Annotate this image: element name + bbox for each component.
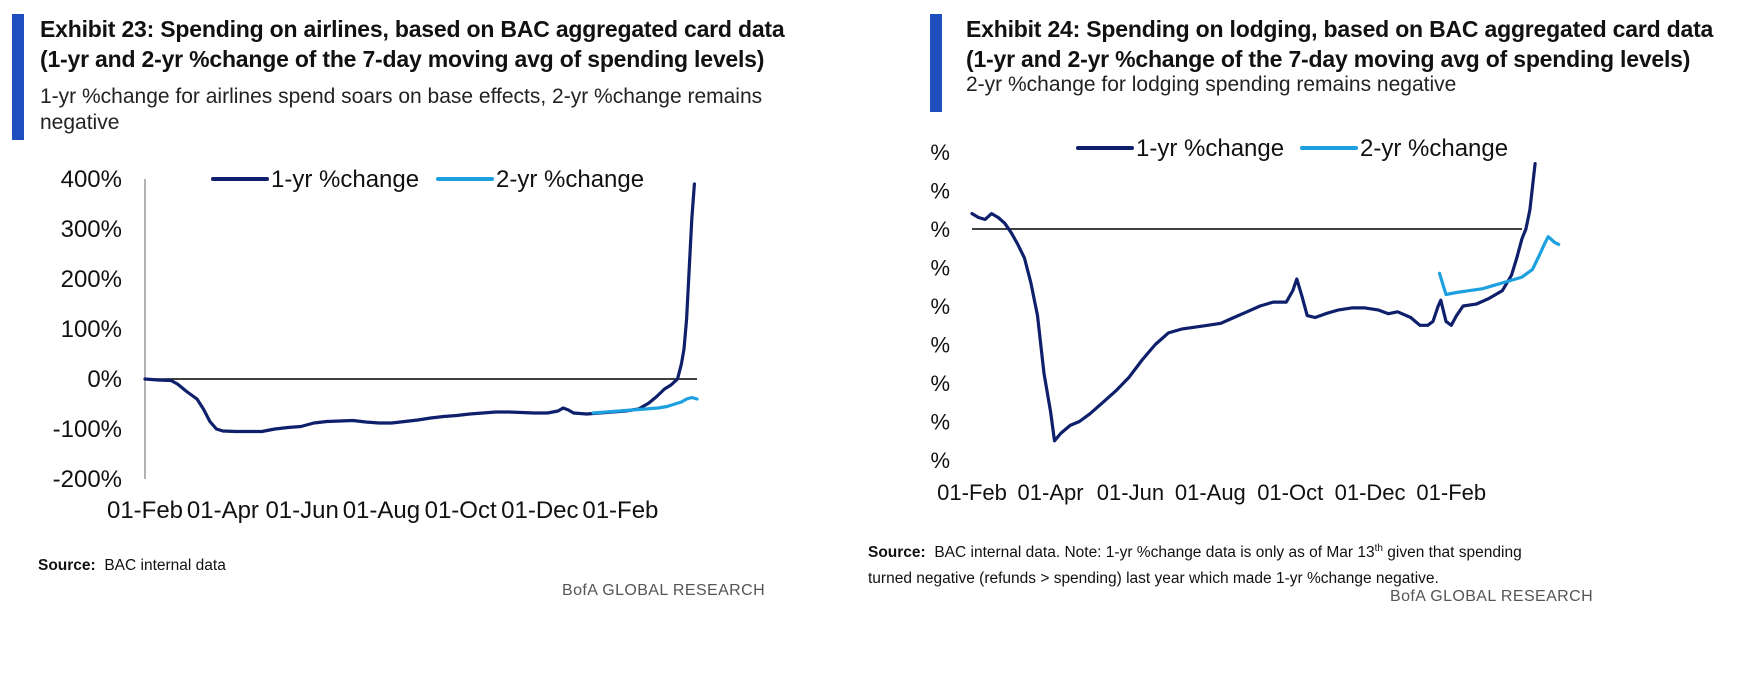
series-line-2yr — [591, 395, 699, 415]
y-tick-label: 0% — [930, 217, 950, 242]
title-line-2: (1-yr and 2-yr %change of the 7-day movi… — [40, 46, 765, 72]
y-tick-label: -100% — [53, 416, 122, 443]
y-tick-label: 20% — [930, 179, 950, 204]
airlines-line-chart: 400%300%200%100%0%-100%-200%01-Feb 01-Apr… — [53, 166, 699, 524]
exhibit-subtitle: 2-yr %change for lodging spending remain… — [966, 73, 1457, 96]
x-tick-label: 01-Aug — [343, 497, 420, 524]
series-line-2yr — [1437, 235, 1561, 297]
legend-label-1yr: 1-yr %change — [1136, 135, 1284, 162]
exhibit-23-panel: Exhibit 23: Spending on airlines, based … — [0, 0, 860, 690]
source-text: BAC internal data. Note: 1-yr %change da… — [934, 544, 1375, 562]
accent-bar — [930, 14, 942, 112]
source-note: Source: BAC internal data. Note: 1-yr %c… — [868, 536, 1568, 592]
source-note: Source: BAC internal data — [38, 553, 226, 579]
x-tick-label: 01-Apr — [1018, 480, 1084, 505]
y-tick-label: 100% — [61, 316, 122, 343]
y-tick-label: -100% — [930, 410, 950, 435]
brand-label: BofA GLOBAL RESEARCH — [562, 582, 766, 599]
x-tick-label: 01-Dec — [501, 497, 578, 524]
x-tick-label: 01-Oct — [425, 497, 497, 524]
x-tick-label: 01-Feb — [1416, 480, 1486, 505]
accent-bar — [12, 14, 24, 140]
y-tick-label: 40% — [930, 140, 950, 165]
y-tick-label: 400% — [61, 166, 122, 193]
brand-label: BofA GLOBAL RESEARCH — [1390, 588, 1594, 605]
exhibit-subtitle: 1-yr %change for airlines spend soars on… — [40, 85, 763, 134]
title-line-1: Exhibit 23: Spending on airlines, based … — [40, 16, 785, 42]
source-label: Source: — [868, 544, 926, 562]
lodging-line-chart: 40% 20% 0% -20% -40% -60% -80% -100% -120% 01-Feb… — [930, 135, 1561, 505]
source-text-cont: given that spending — [1382, 544, 1522, 562]
source-text: BAC internal data — [104, 557, 226, 574]
x-tick-label: 01-Feb — [937, 480, 1007, 505]
series-line-1yr — [970, 162, 1537, 443]
x-tick-label: 01-Feb — [107, 497, 183, 524]
y-tick-label: -200% — [53, 466, 122, 493]
x-tick-label: 01-Aug — [1175, 480, 1246, 505]
legend-label-2yr: 2-yr %change — [1360, 135, 1508, 162]
title-line-1: Exhibit 24: Spending on lodging, based o… — [966, 16, 1714, 42]
y-tick-label: 300% — [61, 216, 122, 243]
y-tick-label: -60% — [930, 333, 950, 358]
exhibit-title: Exhibit 23: Spending on airlines, based … — [40, 14, 785, 74]
source-label: Source: — [38, 557, 96, 574]
source-superscript: th — [1374, 543, 1383, 554]
x-tick-label: 01-Apr — [187, 497, 259, 524]
x-tick-label: 01-Feb — [582, 497, 658, 524]
y-tick-label: -120% — [930, 448, 950, 473]
legend-label-2yr: 2-yr %change — [496, 166, 644, 193]
x-tick-label: 01-Dec — [1335, 480, 1406, 505]
title-line-2: (1-yr and 2-yr %change of the 7-day movi… — [966, 46, 1691, 72]
y-tick-label: -80% — [930, 371, 950, 396]
series-line-1yr — [143, 182, 696, 434]
y-tick-label: -40% — [930, 294, 950, 319]
y-tick-label: 0% — [87, 366, 122, 393]
legend-label-1yr: 1-yr %change — [271, 166, 419, 193]
x-tick-label: 01-Oct — [1257, 480, 1323, 505]
source-text-line-2: turned negative (refunds > spending) las… — [868, 570, 1439, 588]
x-tick-label: 01-Jun — [1097, 480, 1164, 505]
y-tick-label: 200% — [61, 266, 122, 293]
x-tick-label: 01-Jun — [265, 497, 338, 524]
exhibit-24-panel: Exhibit 24: Spending on lodging, based o… — [868, 0, 1747, 690]
y-tick-label: -20% — [930, 256, 950, 281]
exhibit-title: Exhibit 24: Spending on lodging, based o… — [966, 14, 1713, 74]
